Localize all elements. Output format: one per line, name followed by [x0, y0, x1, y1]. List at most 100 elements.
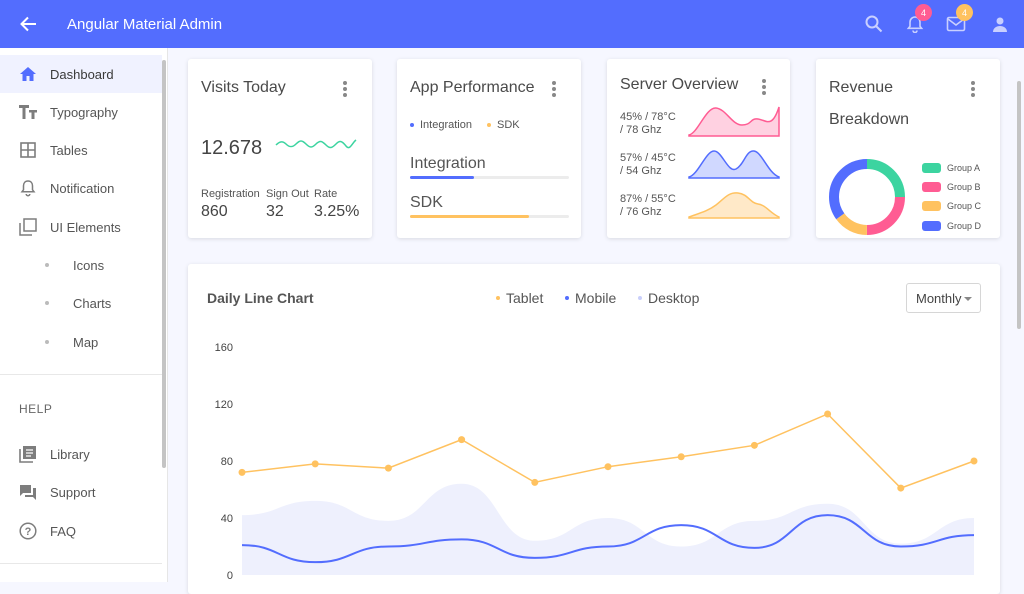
sidebar-subitem-map[interactable]: Map [0, 323, 162, 361]
tablet-point [311, 460, 319, 468]
legend-dot [410, 123, 414, 127]
legend-label: Group A [947, 163, 981, 173]
sidebar-item-library[interactable]: Library [0, 435, 162, 473]
sidebar-divider [0, 374, 162, 375]
legend-label: Group B [947, 182, 981, 192]
stat-label: Rate [314, 188, 338, 200]
help-circle-icon: ? [18, 521, 38, 541]
tablet-line [241, 413, 975, 489]
forum-icon [18, 482, 38, 502]
help-heading: HELP [19, 402, 53, 416]
visits-sparkline [275, 139, 357, 149]
sidebar-item-faq[interactable]: ? FAQ [0, 512, 162, 550]
person-icon [993, 17, 1007, 32]
period-select[interactable]: Monthly [906, 283, 981, 313]
sidebar-item-ui-elements[interactable]: UI Elements [0, 208, 162, 246]
legend-dot [638, 296, 642, 300]
main-scrollbar[interactable] [1017, 81, 1021, 329]
app-performance-card: App Performance Integration SDK Integrat… [397, 59, 581, 238]
card-title: Server Overview [620, 76, 739, 93]
mail-button[interactable]: 4 [935, 0, 976, 48]
search-icon [865, 15, 882, 33]
sidebar-item-dashboard[interactable]: Dashboard [0, 55, 162, 93]
back-arrow-button[interactable] [0, 0, 56, 48]
legend-dot [565, 296, 569, 300]
period-select-value: Monthly [916, 290, 962, 306]
more-vert-icon[interactable] [971, 81, 975, 99]
sidebar-item-support[interactable]: Support [0, 473, 162, 511]
revenue-breakdown-card: Revenue Breakdown Group A Group B Group … [816, 59, 1000, 238]
sidebar-item-label: Typography [50, 104, 118, 120]
sidebar-item-label: UI Elements [50, 219, 121, 235]
account-button[interactable] [976, 0, 1024, 48]
sidebar-item-label: Tables [50, 142, 88, 158]
more-vert-icon[interactable] [552, 81, 556, 99]
sidebar-item-label: Dashboard [50, 66, 114, 82]
sidebar-item-notification[interactable]: Notification [0, 169, 162, 207]
dropdown-caret-icon [964, 297, 972, 301]
sidebar-item-label: Support [50, 484, 96, 500]
legend-swatch [922, 201, 941, 211]
progress-fill [410, 176, 474, 179]
text-fields-icon [18, 102, 38, 122]
notifications-button[interactable]: 4 [894, 0, 935, 48]
bullet-dot [45, 301, 49, 305]
tablet-point [238, 468, 246, 476]
search-button[interactable] [853, 0, 894, 48]
app-title: Angular Material Admin [67, 15, 223, 33]
legend-label: Mobile [575, 290, 617, 306]
sidebar-item-label: Charts [73, 295, 112, 311]
tablet-point [458, 436, 466, 444]
legend-swatch [922, 163, 941, 173]
mail-badge: 4 [956, 4, 973, 21]
layers-icon [18, 217, 38, 237]
card-title: Visits Today [201, 79, 286, 96]
y-tick-label: 120 [215, 399, 233, 411]
y-tick-label: 40 [221, 513, 233, 525]
notifications-badge: 4 [915, 4, 932, 21]
legend-label: SDK [497, 119, 520, 131]
tablet-point [384, 464, 392, 472]
visits-value: 12.678 [201, 137, 263, 159]
stat-value: 860 [201, 203, 228, 220]
top-app-bar: Angular Material Admin 4 4 [0, 0, 1024, 48]
svg-text:?: ? [25, 526, 32, 538]
tablet-point [897, 484, 905, 492]
visits-today-card: Visits Today 12.678 Registration 860 Sig… [188, 59, 372, 238]
stat-label: Sign Out [266, 188, 309, 200]
sidebar-item-label: Notification [50, 180, 115, 196]
more-vert-icon[interactable] [762, 79, 766, 97]
card-title: Revenue [829, 79, 894, 96]
legend-label: Group D [947, 221, 982, 231]
sidebar-item-label: Icons [73, 257, 105, 273]
desktop-area [242, 483, 974, 575]
tablet-point [677, 453, 685, 461]
bullet-dot [45, 340, 49, 344]
y-tick-label: 160 [215, 342, 233, 354]
legend-label: Tablet [506, 290, 544, 306]
server-overview-card: Server Overview 45% / 78°C/ 78 Ghz 57% /… [607, 59, 790, 238]
tablet-point [824, 410, 832, 418]
card-title: App Performance [410, 79, 535, 96]
sidebar-subitem-charts[interactable]: Charts [0, 284, 162, 322]
sidebar-item-label: Library [50, 446, 90, 462]
progress-fill [410, 215, 530, 218]
library-icon [18, 444, 38, 464]
sidebar-item-tables[interactable]: Tables [0, 131, 162, 169]
server-area-chart [688, 150, 780, 179]
home-icon [18, 64, 38, 84]
table-icon [18, 140, 38, 160]
server-stat: 57% / 45°C/ 54 Ghz [620, 152, 676, 177]
card-title: Breakdown [829, 111, 910, 128]
sidebar-subitem-icons[interactable]: Icons [0, 246, 162, 284]
mobile-line [241, 514, 975, 564]
y-tick-label: 0 [227, 570, 233, 582]
legend-swatch [922, 221, 941, 231]
legend-dot [496, 296, 500, 300]
stat-label: Registration [201, 188, 260, 200]
tablet-point [750, 441, 758, 449]
server-stat: 45% / 78°C/ 78 Ghz [620, 111, 676, 136]
sidebar-scrollbar[interactable] [162, 60, 166, 468]
sidebar-item-typography[interactable]: Typography [0, 93, 162, 131]
more-vert-icon[interactable] [343, 81, 347, 99]
